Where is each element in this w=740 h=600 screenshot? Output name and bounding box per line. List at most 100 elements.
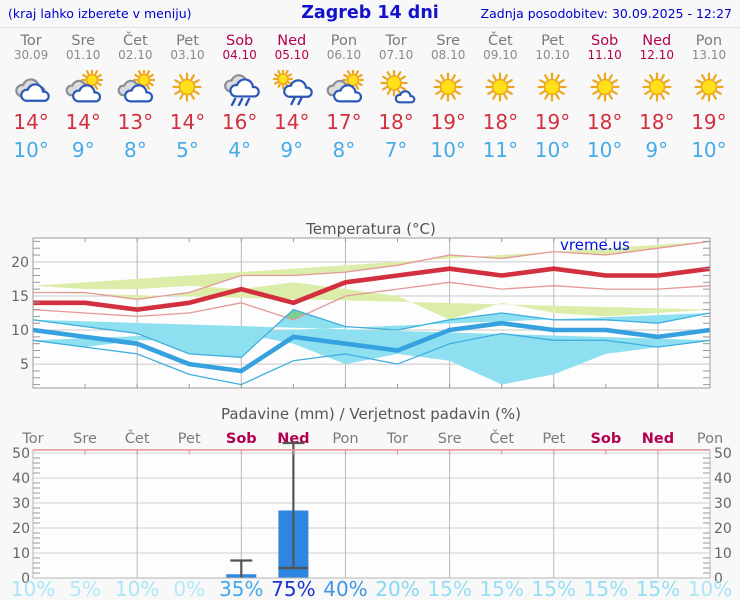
weather-icon-sun-cloud: [65, 70, 104, 103]
temp-plot-frame: [32, 237, 711, 389]
day-name: Pon: [330, 33, 358, 49]
day-column-13.10[interactable]: Pon 13.10 19° 10°: [683, 33, 735, 163]
temp-max-band: [33, 241, 710, 320]
temp-min: 10°: [691, 138, 727, 162]
precip-day-label: Čet: [125, 429, 150, 447]
day-name: Sre: [71, 33, 96, 49]
temp-min: 9°: [71, 138, 95, 162]
precip-day-label: Ned: [642, 431, 674, 447]
day-date: 09.10: [483, 48, 518, 62]
weather-icon-sun-rain: [272, 70, 313, 106]
weather-icon-sunny: [694, 72, 724, 102]
day-date: 10.10: [535, 48, 570, 62]
temp-min: 10°: [534, 138, 571, 162]
precip-day-label: Pet: [178, 431, 201, 447]
day-date: 13.10: [691, 48, 727, 62]
pop-label: 10%: [11, 577, 55, 600]
temp-chart-title: Temperatura (°C): [305, 220, 436, 238]
pop-label: 15%: [636, 577, 680, 600]
y-axis-label: 15: [11, 289, 29, 305]
precip-plot-area: [33, 450, 710, 578]
pop-label: 75%: [271, 577, 315, 600]
day-column-01.10[interactable]: Sre 01.10 14° 9°: [57, 33, 109, 163]
day-column-11.10[interactable]: Sob 11.10 18° 10°: [579, 33, 631, 163]
day-column-12.10[interactable]: Ned 12.10 18° 9°: [631, 33, 683, 163]
day-date: 01.10: [66, 48, 101, 62]
y-axis-label-left: 50: [12, 446, 30, 462]
y-axis-label-left: 20: [12, 521, 30, 537]
day-column-08.10[interactable]: Sre 08.10 19° 10°: [422, 33, 474, 163]
day-date: 07.10: [378, 48, 414, 62]
day-name: Pet: [176, 33, 199, 49]
day-date: 03.10: [170, 48, 205, 62]
temp-max: 18°: [482, 110, 519, 134]
weather-icon-sun-cloud: [326, 70, 365, 103]
temp-max: 19°: [691, 110, 727, 134]
day-date: 08.10: [431, 48, 466, 62]
temp-min: 10°: [13, 138, 49, 162]
precip-day-label: Sre: [73, 431, 97, 447]
weather-icon-sunny: [642, 72, 672, 102]
temp-min: 10°: [430, 138, 466, 162]
day-column-02.10[interactable]: Čet 02.10 13° 8°: [109, 33, 161, 163]
temp-min: 9°: [280, 138, 304, 162]
y-axis-label-right: 0: [714, 571, 723, 587]
weather-icon-sunny: [537, 72, 568, 102]
watermark-link[interactable]: vreme.us: [560, 236, 630, 254]
band-edge: [33, 240, 711, 301]
y-axis-label-left: 30: [12, 496, 30, 512]
precip-day-label: Sob: [226, 431, 257, 447]
day-column-03.10[interactable]: Pet 03.10 14° 5°: [161, 33, 213, 163]
day-date: 11.10: [587, 48, 622, 62]
weather-icon-sunny-cloud: [380, 70, 416, 104]
day-name: Sob: [590, 33, 619, 49]
day-column-04.10[interactable]: Sob 04.10 16° 4°: [214, 33, 266, 163]
pop-label: 15%: [584, 577, 628, 600]
day-column-07.10[interactable]: Tor 07.10 18° 7°: [370, 33, 422, 163]
day-name: Pon: [695, 33, 723, 49]
day-name: Pet: [541, 33, 564, 49]
precip-chart-title: Padavine (mm) / Verjetnost padavin (%): [221, 405, 521, 423]
weather-icon-sun-cloud: [117, 70, 156, 103]
precip-day-label: Sob: [590, 431, 621, 447]
pop-label: 40%: [323, 577, 367, 600]
temp-min: 7°: [384, 138, 408, 162]
temp-max: 18°: [586, 110, 623, 134]
temp-min: 5°: [176, 138, 199, 162]
day-name: Čet: [122, 33, 148, 49]
header-divider: [0, 27, 740, 28]
day-column-05.10[interactable]: Ned 05.10 14° 9°: [266, 33, 318, 163]
temp-max: 17°: [326, 110, 362, 134]
weather-icon-sunny: [172, 72, 203, 102]
precip-day-label: Tor: [386, 431, 408, 447]
weather-icon-rain: [223, 74, 260, 106]
forecast-strip: Tor 30.09 14° 10° Sre 01.10 14° 9° Čet 02.10 13° 8°…: [5, 33, 735, 163]
band-edge: [32, 308, 711, 358]
day-date: 30.09: [13, 48, 49, 62]
y-axis-label-left: 0: [21, 571, 30, 587]
temp-max: 19°: [430, 110, 466, 134]
day-name: Sob: [225, 33, 254, 49]
y-axis-label: 5: [20, 357, 29, 373]
day-date: 04.10: [222, 48, 257, 62]
temp-max: 14°: [169, 110, 206, 134]
day-name: Ned: [277, 33, 307, 49]
y-axis-label-right: 50: [714, 446, 732, 462]
pop-label: 15%: [532, 577, 576, 600]
last-update: Zadnja posodobitev: 30.09.2025 - 12:27: [480, 6, 732, 21]
precip-day-label: Pet: [542, 431, 565, 447]
y-axis-label-left: 10: [12, 546, 30, 562]
day-date: 12.10: [639, 48, 674, 62]
weather-icon-sunny: [433, 72, 463, 102]
day-column-06.10[interactable]: Pon 06.10 17° 8°: [318, 33, 370, 163]
pop-label: 0%: [173, 577, 205, 600]
temp-max: 14°: [13, 110, 49, 134]
day-column-09.10[interactable]: Čet 09.10 18° 11°: [474, 33, 526, 163]
temp-max: 13°: [117, 110, 154, 134]
day-column-30.09[interactable]: Tor 30.09 14° 10°: [5, 33, 57, 163]
temp-max: 16°: [221, 110, 258, 134]
day-column-10.10[interactable]: Pet 10.10 19° 10°: [526, 33, 578, 163]
temperature-chart: Temperatura (°C) 5 10 15 20 vreme.us: [11, 220, 711, 389]
pop-label: 15%: [427, 577, 471, 600]
